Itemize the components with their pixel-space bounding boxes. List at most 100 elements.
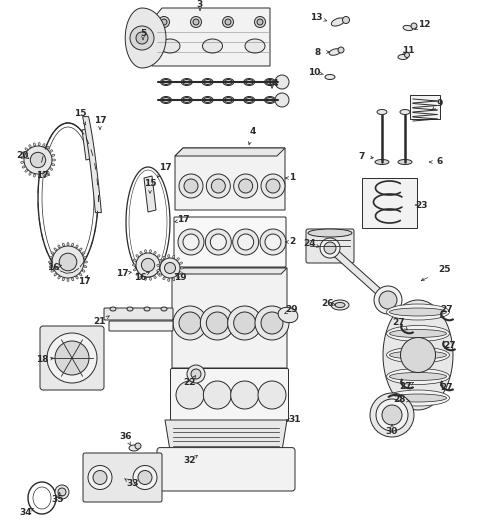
- FancyBboxPatch shape: [174, 217, 286, 267]
- Ellipse shape: [49, 256, 52, 258]
- Circle shape: [179, 174, 203, 198]
- Ellipse shape: [307, 229, 351, 237]
- Circle shape: [200, 306, 234, 340]
- Ellipse shape: [245, 79, 253, 85]
- Ellipse shape: [21, 157, 24, 159]
- Circle shape: [133, 466, 157, 490]
- Circle shape: [176, 381, 204, 409]
- Circle shape: [404, 53, 408, 57]
- Text: 16: 16: [134, 272, 146, 281]
- Ellipse shape: [223, 78, 233, 86]
- Ellipse shape: [202, 39, 222, 53]
- Text: 28: 28: [393, 396, 406, 404]
- Circle shape: [254, 16, 265, 27]
- Ellipse shape: [43, 174, 45, 176]
- Ellipse shape: [144, 250, 146, 252]
- FancyBboxPatch shape: [305, 229, 353, 263]
- Circle shape: [190, 16, 201, 27]
- Circle shape: [237, 234, 253, 250]
- Ellipse shape: [156, 265, 159, 267]
- Circle shape: [210, 234, 226, 250]
- Ellipse shape: [159, 260, 161, 262]
- Text: 18: 18: [36, 356, 48, 365]
- Ellipse shape: [153, 276, 156, 278]
- Text: 17: 17: [93, 116, 106, 125]
- Circle shape: [30, 153, 45, 168]
- Polygon shape: [175, 148, 285, 156]
- FancyBboxPatch shape: [361, 178, 416, 228]
- Polygon shape: [165, 420, 287, 451]
- Ellipse shape: [46, 171, 49, 174]
- Circle shape: [59, 253, 76, 271]
- Ellipse shape: [223, 96, 233, 104]
- FancyBboxPatch shape: [104, 308, 173, 320]
- Text: 21: 21: [93, 318, 106, 327]
- Ellipse shape: [157, 273, 160, 275]
- Text: 7: 7: [358, 151, 364, 160]
- Text: 13: 13: [309, 13, 321, 22]
- Ellipse shape: [21, 161, 24, 164]
- Text: 32: 32: [183, 457, 196, 466]
- Ellipse shape: [51, 270, 54, 272]
- Ellipse shape: [52, 154, 55, 156]
- Circle shape: [232, 229, 258, 255]
- Ellipse shape: [139, 276, 142, 278]
- Text: 8: 8: [314, 47, 320, 56]
- Text: 17: 17: [77, 278, 90, 287]
- Circle shape: [47, 333, 97, 383]
- Ellipse shape: [224, 79, 232, 85]
- Circle shape: [342, 16, 349, 24]
- Circle shape: [182, 234, 198, 250]
- Ellipse shape: [133, 259, 136, 261]
- Ellipse shape: [334, 302, 344, 308]
- Circle shape: [257, 19, 262, 25]
- Ellipse shape: [72, 278, 74, 281]
- Circle shape: [264, 234, 280, 250]
- Ellipse shape: [160, 78, 171, 86]
- Circle shape: [233, 312, 255, 334]
- Polygon shape: [175, 148, 285, 210]
- Ellipse shape: [67, 242, 69, 246]
- Text: 4: 4: [249, 126, 256, 136]
- Text: 27: 27: [440, 383, 453, 392]
- Ellipse shape: [374, 159, 388, 165]
- Text: 3: 3: [197, 0, 203, 8]
- Ellipse shape: [156, 269, 159, 271]
- Ellipse shape: [386, 326, 449, 341]
- Ellipse shape: [132, 264, 135, 266]
- Ellipse shape: [161, 307, 166, 311]
- Ellipse shape: [172, 255, 174, 258]
- Ellipse shape: [163, 256, 165, 259]
- Circle shape: [187, 365, 205, 383]
- Ellipse shape: [386, 347, 449, 363]
- Ellipse shape: [29, 173, 31, 175]
- Text: 12: 12: [417, 19, 429, 28]
- Ellipse shape: [172, 278, 174, 281]
- Circle shape: [205, 229, 231, 255]
- Circle shape: [164, 262, 175, 274]
- Ellipse shape: [127, 307, 133, 311]
- Ellipse shape: [38, 175, 40, 177]
- Ellipse shape: [176, 276, 179, 278]
- Circle shape: [381, 405, 401, 425]
- Circle shape: [378, 291, 396, 309]
- Ellipse shape: [176, 258, 179, 260]
- Circle shape: [260, 312, 283, 334]
- Polygon shape: [82, 128, 94, 160]
- Polygon shape: [144, 176, 156, 212]
- Ellipse shape: [243, 78, 254, 86]
- Ellipse shape: [159, 274, 161, 276]
- Ellipse shape: [25, 148, 28, 150]
- Ellipse shape: [84, 261, 87, 263]
- Circle shape: [136, 253, 160, 277]
- Ellipse shape: [182, 97, 190, 103]
- Text: 17: 17: [116, 269, 128, 278]
- Ellipse shape: [202, 96, 212, 104]
- Text: 14: 14: [265, 78, 278, 87]
- Circle shape: [191, 369, 200, 379]
- Circle shape: [183, 179, 197, 193]
- Polygon shape: [125, 8, 166, 68]
- Circle shape: [410, 23, 416, 29]
- Ellipse shape: [62, 278, 64, 281]
- Ellipse shape: [82, 252, 85, 254]
